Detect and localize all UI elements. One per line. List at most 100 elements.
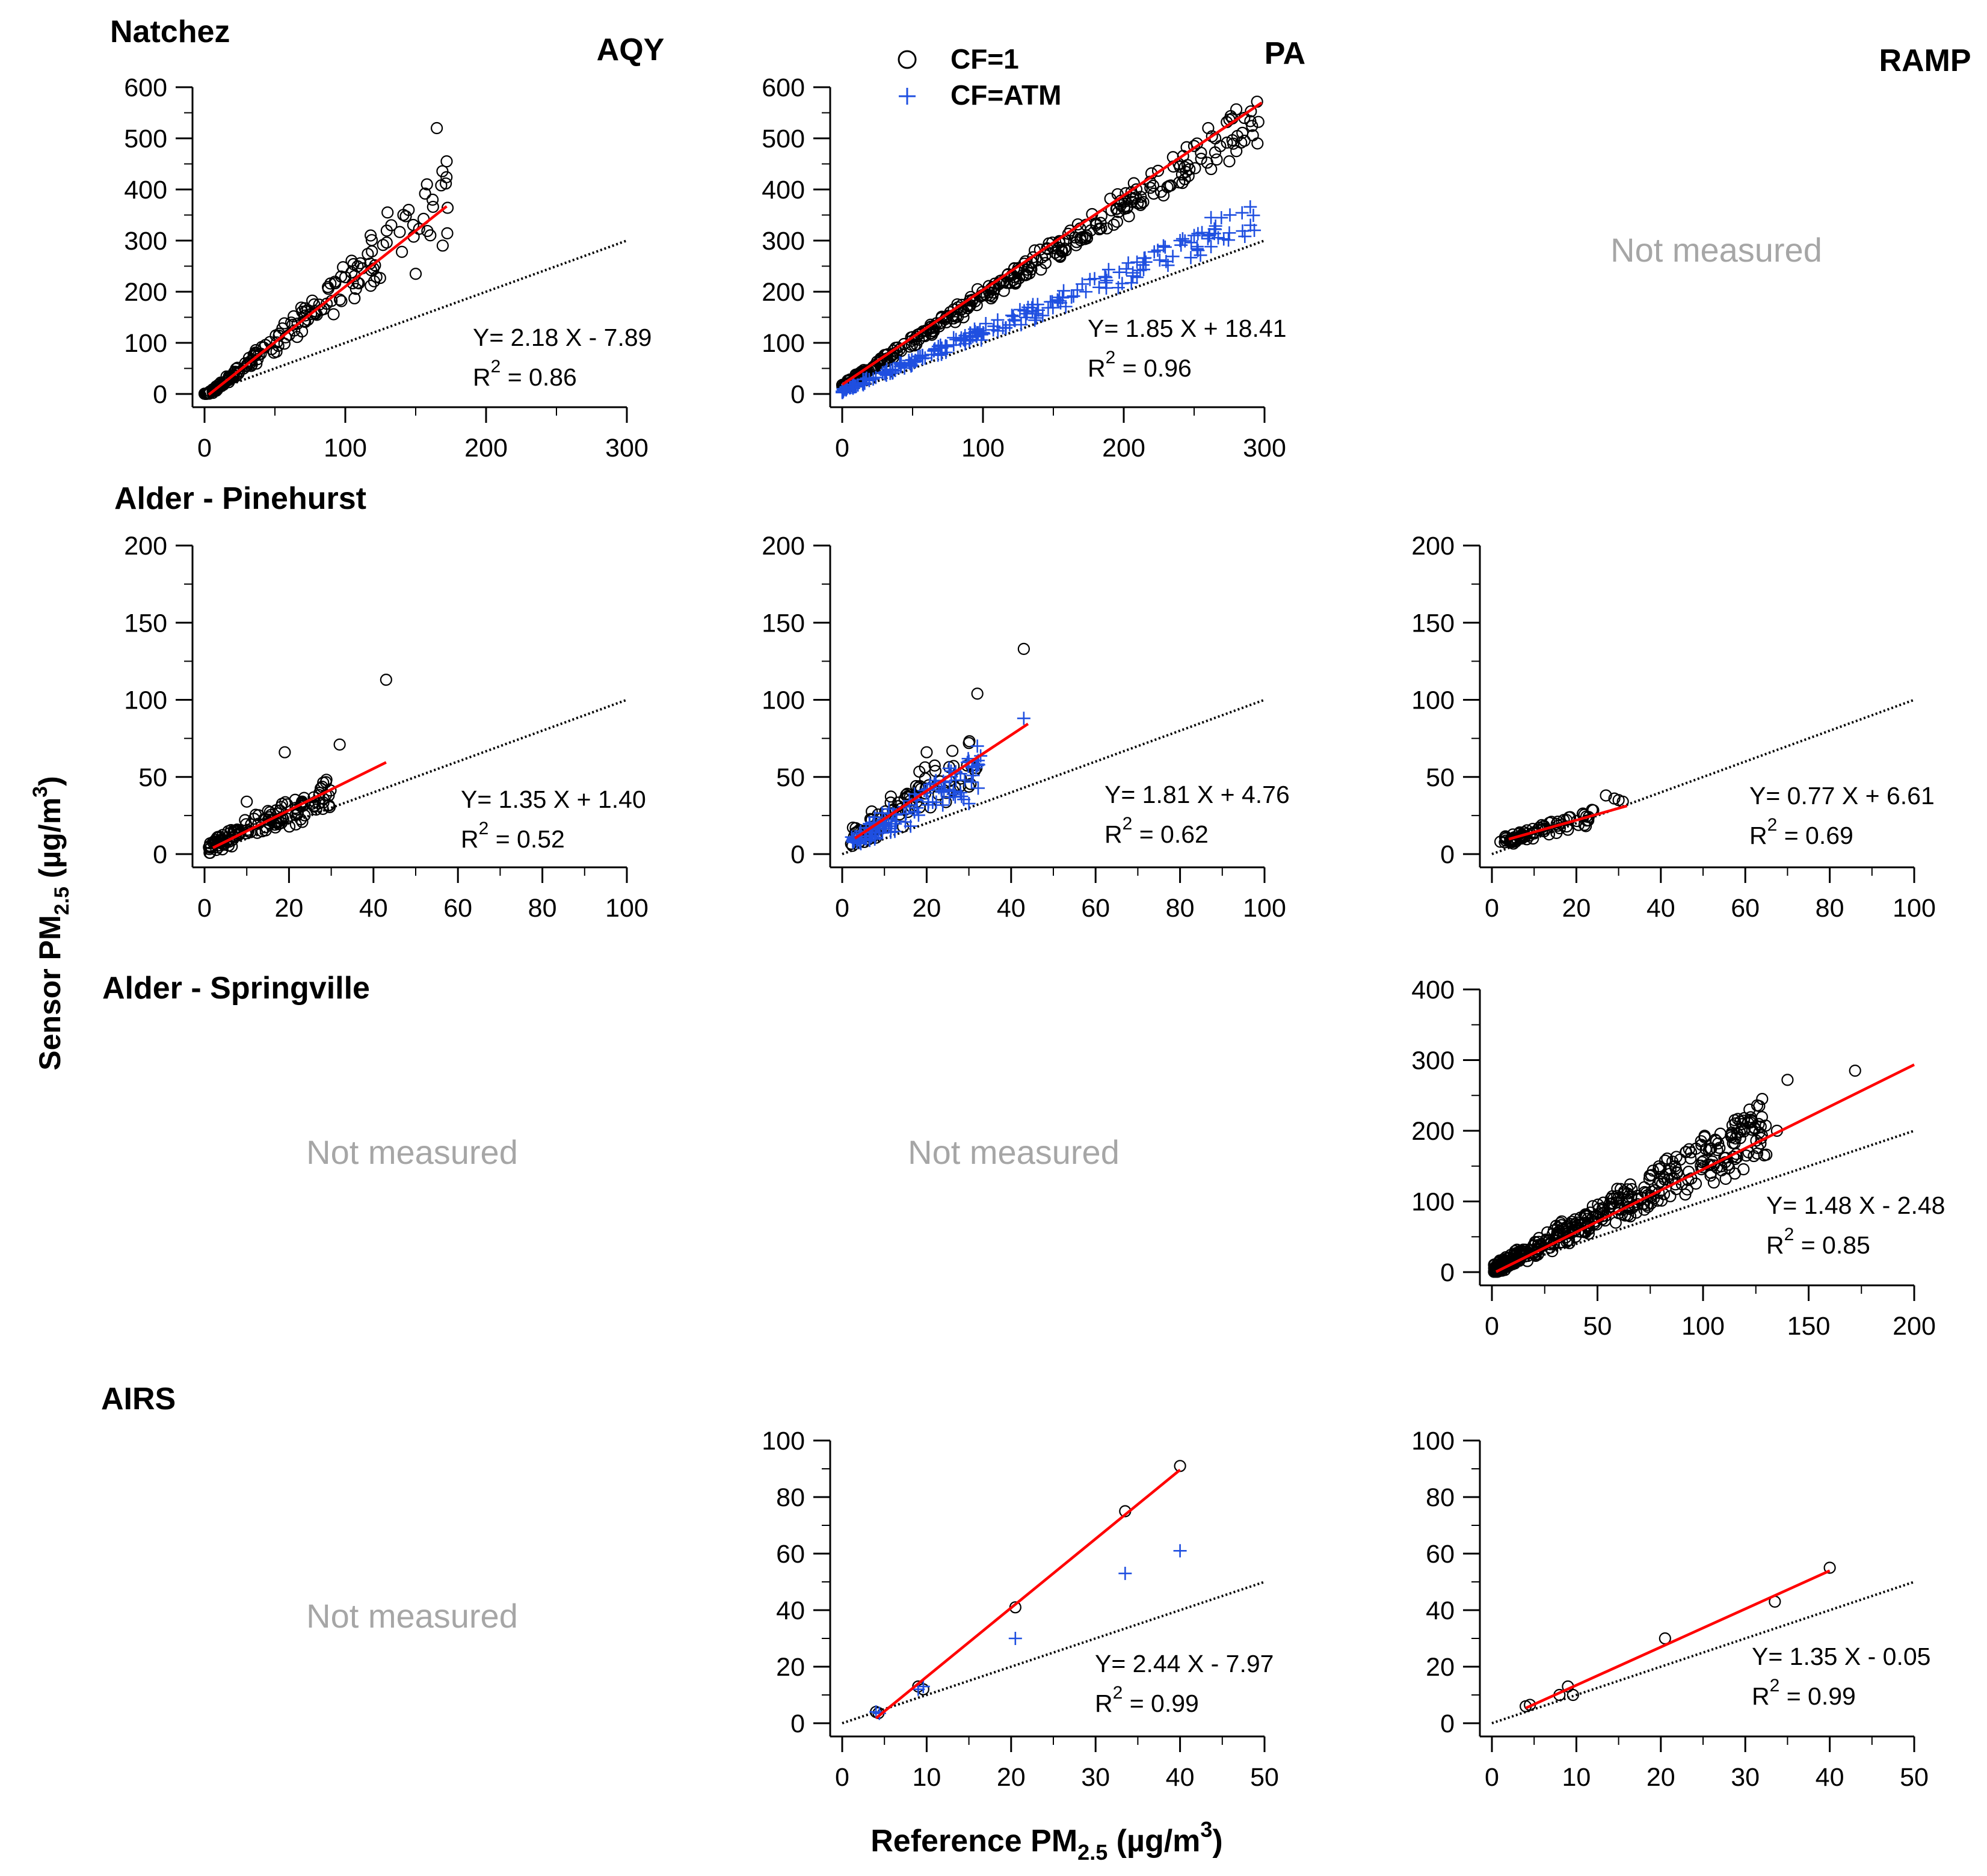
point-cf1	[1120, 201, 1133, 215]
legend-label-cf1: CF=1	[950, 43, 1019, 75]
point-cf-atm	[970, 758, 984, 772]
y-tick-label: 150	[124, 609, 167, 638]
not-measured-airs-aqy: Not measured	[306, 1597, 518, 1635]
point-cf-atm	[1190, 242, 1204, 256]
point-cf1	[333, 294, 347, 306]
y-tick-label: 0	[1440, 1258, 1455, 1287]
point-cf-atm	[942, 761, 956, 775]
point-cf1	[1111, 202, 1123, 215]
x-tick-label: 0	[197, 434, 212, 463]
point-cf1	[1610, 1196, 1623, 1208]
point-cf1	[241, 823, 254, 836]
point-cf1	[1049, 247, 1061, 259]
point-cf1	[436, 165, 449, 177]
panel-springville-ramp: 0 100 200 300 400 0 50 100 150 200 Y= 1.48 X - 2.4…	[1411, 976, 1945, 1341]
y-tick-label: 80	[776, 1483, 805, 1512]
point-cf1	[1715, 1164, 1728, 1176]
fit-r-squared: R2 = 0.62	[1104, 814, 1209, 848]
point-cf1	[904, 340, 916, 353]
point-cf1	[1562, 823, 1574, 836]
fit-equation: Y= 1.85 X + 18.41	[1088, 315, 1287, 342]
fit-r-squared: R2 = 0.99	[1752, 1676, 1856, 1710]
point-cf1	[1107, 218, 1120, 231]
point-cf1	[1711, 1143, 1724, 1157]
point-cf1	[1760, 1148, 1773, 1161]
point-cf-atm	[1217, 232, 1231, 246]
point-cf-atm	[876, 819, 890, 833]
point-cf-atm	[1076, 277, 1089, 291]
point-cf-atm	[1067, 289, 1080, 303]
x-tick-label: 0	[1485, 1763, 1499, 1792]
point-cf1	[947, 303, 960, 316]
x-tick-label: 10	[1562, 1763, 1591, 1792]
y-tick-label: 200	[124, 532, 167, 561]
point-cf-atm	[1111, 281, 1125, 295]
point-cf1	[1823, 1561, 1836, 1574]
point-cf1	[884, 796, 897, 809]
point-cf-atm	[1057, 284, 1071, 298]
x-tick-label: 60	[1081, 894, 1110, 923]
point-cf-atm	[1046, 301, 1060, 315]
point-cf1	[1580, 814, 1594, 827]
point-cf-atm	[1222, 226, 1236, 240]
point-cf1	[924, 801, 937, 814]
point-cf1	[946, 745, 959, 757]
point-cf1	[324, 784, 337, 797]
point-cf1	[1226, 134, 1239, 147]
one-to-one-line	[1491, 1130, 1915, 1273]
point-cf1	[892, 341, 904, 354]
point-cf-atm	[922, 795, 935, 809]
x-tick-label: 30	[1731, 1763, 1760, 1792]
fit-line	[1496, 1063, 1915, 1273]
y-tick-label: 100	[1411, 1188, 1455, 1217]
point-cf-atm	[1156, 239, 1170, 253]
point-cf1	[1612, 794, 1625, 807]
y-tick-label: 200	[1411, 1117, 1455, 1146]
point-cf1	[1238, 134, 1251, 147]
point-cf1	[1017, 642, 1030, 655]
point-cf1	[1178, 161, 1191, 174]
point-cf-atm	[953, 786, 967, 799]
row-title-springville: Alder - Springville	[102, 971, 370, 1006]
point-cf-atm	[970, 739, 984, 753]
point-cf-atm	[1147, 245, 1161, 259]
y-tick-label: 20	[776, 1653, 805, 1682]
x-tick-label: 300	[605, 434, 648, 463]
point-cf-atm	[858, 377, 872, 390]
point-cf1	[278, 337, 291, 350]
point-cf1	[1245, 105, 1257, 118]
y-tick-label: 0	[1440, 840, 1455, 869]
fit-r-squared: R2 = 0.69	[1749, 815, 1853, 849]
point-cf1	[204, 846, 217, 860]
point-cf1	[1027, 251, 1040, 263]
panel-natchez-aqy: 0 100 200 300 400 500 600 0 100 200 300 Y= 2.18 X -…	[124, 73, 652, 463]
x-tick-label: 200	[464, 434, 508, 463]
fit-equation: Y= 1.35 X - 0.05	[1752, 1643, 1930, 1670]
x-tick-label: 20	[912, 894, 941, 923]
point-cf1	[1513, 1245, 1526, 1258]
point-cf-atm	[1053, 291, 1067, 304]
point-cf-atm	[1166, 250, 1180, 263]
point-cf-atm	[958, 773, 972, 787]
point-cf1	[1555, 1215, 1568, 1228]
point-cf-atm	[927, 343, 941, 357]
point-cf1	[354, 257, 367, 269]
y-tick-label: 100	[1411, 1427, 1455, 1456]
point-cf1	[313, 789, 325, 802]
point-cf1	[1580, 820, 1592, 832]
point-cf1	[440, 171, 453, 183]
not-measured-natchez-ramp: Not measured	[1610, 231, 1822, 269]
point-cf1	[1541, 1226, 1554, 1239]
point-cf-atm	[1017, 712, 1030, 725]
point-cf1	[275, 801, 288, 813]
point-cf1	[1202, 121, 1215, 135]
point-cf-atm	[1139, 255, 1153, 269]
x-tick-label: 30	[1081, 1763, 1110, 1792]
point-cf1	[1756, 1093, 1769, 1106]
point-cf1	[1151, 164, 1165, 177]
x-tick-label: 40	[359, 894, 388, 923]
point-cf-atm	[837, 383, 851, 397]
point-cf-atm	[966, 769, 980, 783]
point-cf1	[1849, 1065, 1861, 1077]
legend-marker-cfatm	[899, 88, 916, 105]
